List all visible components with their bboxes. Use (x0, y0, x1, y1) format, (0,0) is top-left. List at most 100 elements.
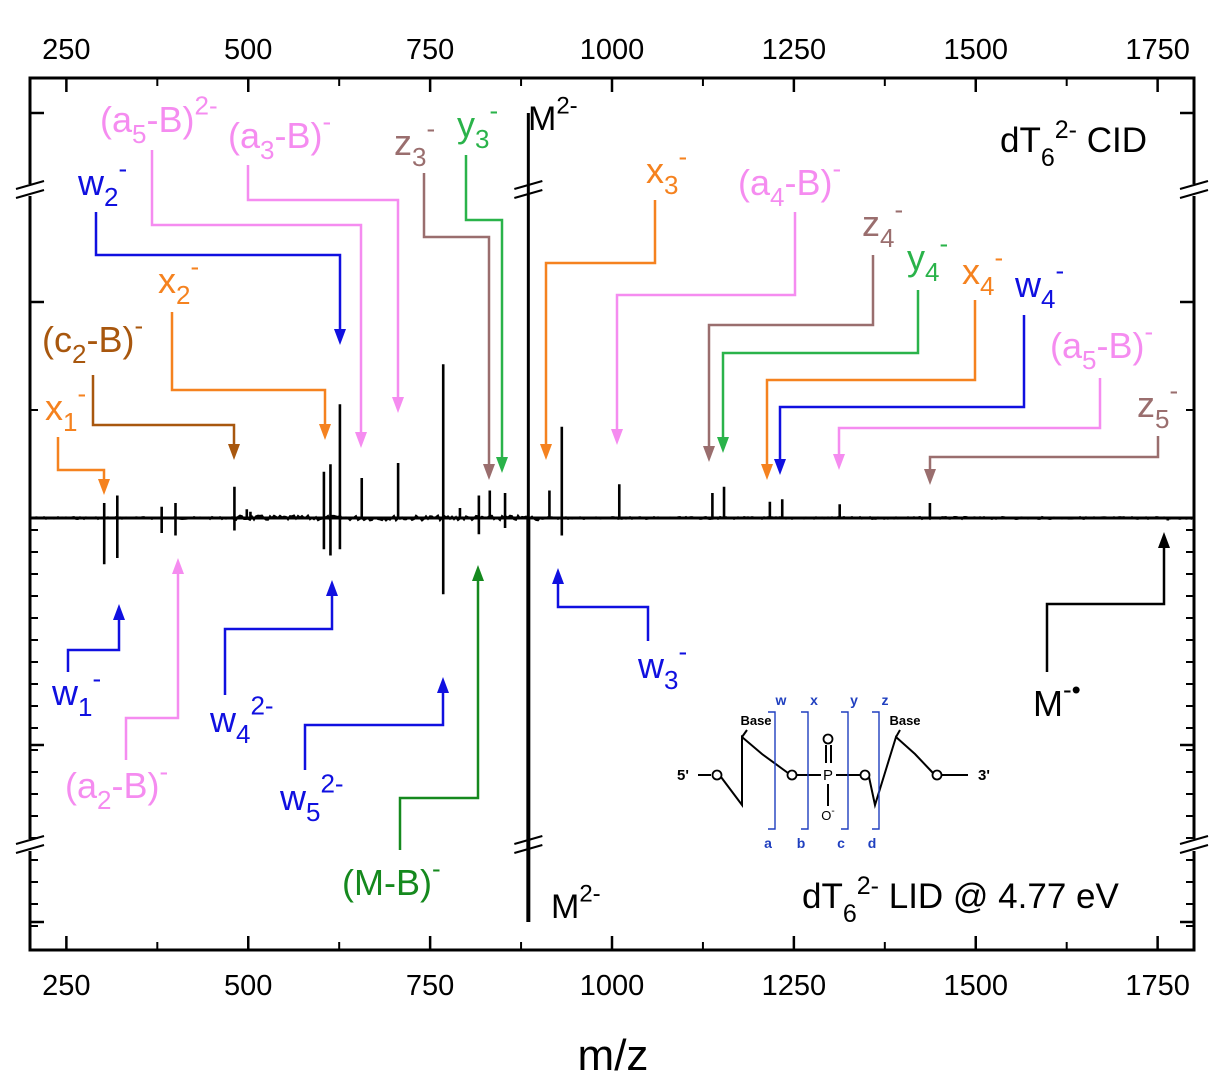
lid-M-radical-label: M-• (1033, 675, 1081, 724)
cid-c2-B-label: (c2-B)- (42, 311, 143, 369)
cleavage-label-a: a (764, 835, 772, 851)
cid-z3-arrowhead (483, 464, 495, 480)
cleavage-bracket (801, 711, 809, 830)
axis-break-left-bottom (15, 844, 45, 854)
cleavage-label-b: b (797, 835, 806, 851)
lid-w5-2-arrowhead (437, 677, 449, 693)
lid-w3-label: w3- (637, 637, 687, 695)
cid-x1-leader (56, 437, 106, 485)
cid-y3-arrowhead (496, 457, 508, 473)
lid-w1-label: w1- (51, 664, 101, 722)
bond (895, 729, 901, 738)
cid-a5-B-arrowhead (833, 454, 845, 470)
lid-M-B-arrowhead (472, 565, 484, 581)
lid-a2-B-arrowhead (172, 558, 184, 574)
axis-break-left-bottom (15, 835, 45, 845)
bottom-tick-label: 1250 (762, 970, 827, 1002)
phosphorus-label: P (823, 767, 833, 784)
cid-c2-B-leader (91, 375, 236, 450)
cid-z3-label: z3- (394, 114, 435, 172)
cid-x1-arrowhead (98, 479, 110, 495)
lid-w5-2-leader (303, 687, 445, 770)
lid-a2-B-leader (124, 568, 180, 760)
cid-z3-leader (422, 173, 491, 470)
five-prime-label: 5' (677, 767, 689, 784)
cid-w4-label: w4- (1014, 256, 1064, 314)
cid-w2-leader (94, 212, 342, 335)
bottom-tick-label: 250 (42, 970, 90, 1002)
cid-x3-leader (544, 200, 657, 450)
cid-z5-leader (928, 436, 1160, 475)
cid-a5-B-2-leader (150, 150, 363, 438)
lid-a2-B-label: (a2-B)- (65, 757, 168, 815)
cid-z5-arrowhead (924, 469, 936, 485)
x-axis-label: m/z (578, 1031, 649, 1078)
cid-a5-B-leader (837, 378, 1102, 460)
axis-break-right-bottom (1179, 835, 1209, 845)
lid-w1-leader (66, 614, 121, 672)
cleavage-label-c: c (837, 835, 845, 851)
cid-x2-leader (170, 312, 327, 430)
cid-x4-leader (765, 300, 977, 470)
cleavage-label-z: z (882, 692, 889, 708)
bond (741, 729, 748, 738)
cid-x3-label: x3- (646, 142, 687, 200)
cid-a3-B-label: (a3-B)- (228, 107, 331, 165)
cleavage-bracket (768, 711, 776, 830)
lid-w5-2-label: w52- (279, 769, 344, 827)
oxygen-3 (786, 769, 798, 781)
cid-x1-label: x1- (45, 379, 86, 437)
peaks (30, 113, 1194, 922)
bottom-tick-label: 750 (406, 970, 454, 1002)
top-tick-label: 250 (42, 34, 90, 66)
cid-c2-B-arrowhead (228, 444, 240, 460)
cid-x4-arrowhead (761, 464, 773, 480)
cid-x4-label: x4- (962, 243, 1003, 301)
lid-w1-arrowhead (113, 604, 125, 620)
base-left-label: Base (740, 713, 771, 728)
oxygen-minus-label: O- (821, 806, 834, 823)
top-tick-label: 1500 (943, 34, 1008, 66)
top-tick-label: 1750 (1125, 34, 1190, 66)
cid-y3-leader (464, 155, 504, 463)
cid-panel-title: dT62- CID (1000, 116, 1147, 172)
bottom-tick-label: 1000 (580, 970, 645, 1002)
cid-a4-B-arrowhead (611, 429, 623, 445)
axis-break-left-top (15, 189, 45, 199)
cleavage-label-w: w (775, 692, 787, 708)
cid-x3-arrowhead (540, 444, 552, 460)
top-tick-label: 1250 (762, 34, 827, 66)
lid-M-B-label: (M-B)- (342, 854, 441, 903)
lid-w3-leader (556, 578, 650, 641)
cid-a3-B-arrowhead (392, 397, 404, 413)
lid-w4-2-arrowhead (326, 580, 338, 596)
annotations (56, 150, 1170, 850)
cid-z4-arrowhead (703, 446, 715, 462)
lid-base-peak-label: M2- (551, 881, 601, 926)
labels: 250 250 500 500 750 750 1000 1000 1250 1250 1500 15… (42, 34, 1190, 1078)
cid-z4-leader (707, 255, 875, 452)
oxygen-left (711, 769, 723, 781)
bottom-tick-label: 1750 (1125, 970, 1190, 1002)
lid-panel-title: dT62- LID @ 4.77 eV (802, 872, 1119, 928)
cid-a5-B-label: (a5-B)- (1050, 317, 1153, 375)
lid-w4-2-leader (223, 590, 334, 695)
lid-w3-arrowhead (552, 568, 564, 584)
cid-base-peak-label: M2- (528, 93, 578, 138)
base-right-label: Base (889, 713, 920, 728)
cleavage-label-x: x (810, 692, 818, 708)
cid-y4-leader (721, 290, 920, 443)
cleavage-label-y: y (850, 692, 858, 708)
cid-a5-B-2-label: (a5-B)2- (100, 91, 218, 149)
cleavage-bracket (872, 711, 880, 830)
bottom-tick-label: 1500 (943, 970, 1008, 1002)
cid-a4-B-label: (a4-B)- (738, 154, 841, 212)
top-tick-label: 750 (406, 34, 454, 66)
oxygen-double (822, 733, 834, 745)
cleavage-label-d: d (868, 835, 877, 851)
oxygen-right (931, 769, 943, 781)
cid-z5-label: z5- (1137, 376, 1178, 434)
axis-break-right-bottom (1179, 844, 1209, 854)
cid-a4-B-leader (615, 212, 797, 435)
